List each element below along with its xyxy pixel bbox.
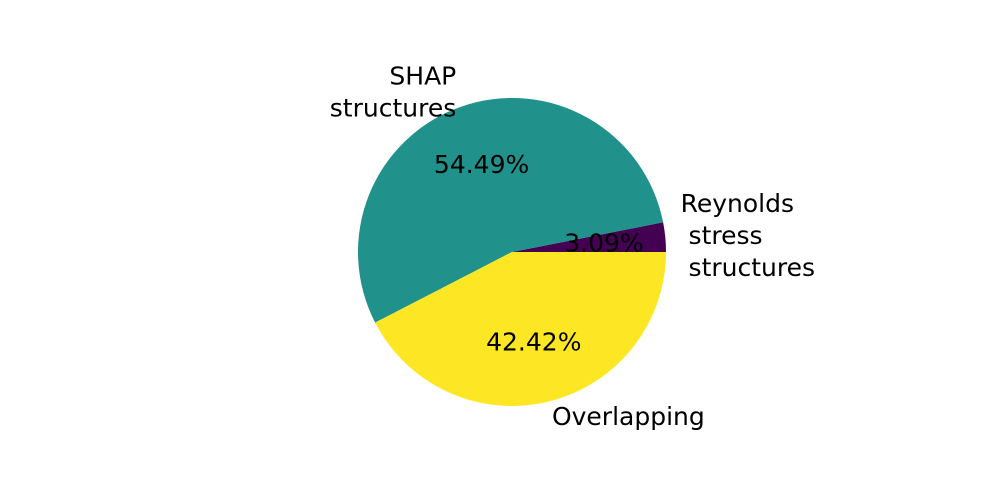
category-label-1-line-1: structures xyxy=(330,94,456,123)
category-label-0: Reynolds stress structures xyxy=(681,189,815,282)
category-labels: Reynolds stress structures SHAP structures… xyxy=(330,62,815,432)
category-label-1: SHAP structures xyxy=(330,62,456,123)
pie-slice-0 xyxy=(512,222,666,252)
pct-label-2: 42.42% xyxy=(486,327,581,356)
pct-label-0: 3.09% xyxy=(564,229,643,258)
percentage-labels: 3.09% 54.49% 42.42% xyxy=(434,150,644,356)
category-label-0-line-1: stress xyxy=(681,221,763,250)
pct-label-1: 54.49% xyxy=(434,150,529,179)
category-label-0-line-2: structures xyxy=(681,253,815,282)
category-label-1-line-0: SHAP xyxy=(389,62,456,91)
pie-slices xyxy=(358,97,666,406)
category-label-2-line-0: Overlapping xyxy=(552,402,705,431)
category-label-0-line-0: Reynolds xyxy=(681,189,794,218)
pie-slice-1 xyxy=(358,97,664,323)
pie-slice-2 xyxy=(375,252,666,406)
category-label-2: Overlapping xyxy=(552,402,705,431)
